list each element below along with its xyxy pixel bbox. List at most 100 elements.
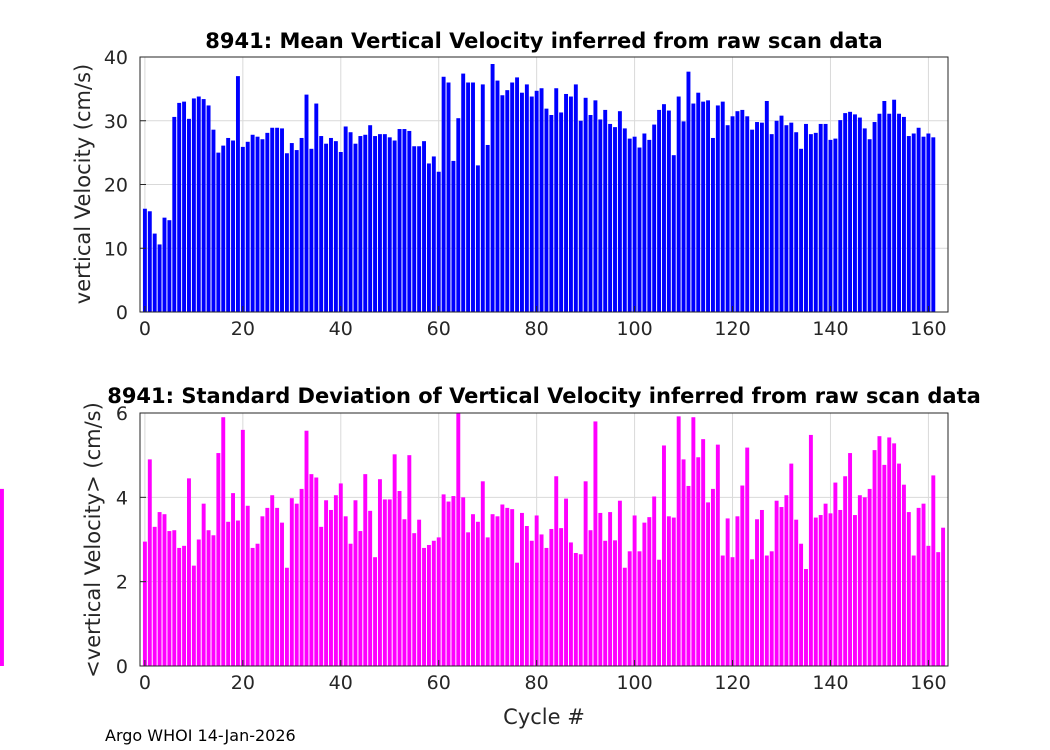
std-velocity-bar (877, 436, 882, 666)
std-velocity-bar (622, 567, 627, 666)
std-velocity-bar (284, 567, 289, 666)
std-velocity-bar (338, 483, 343, 666)
mean-velocity-bar (921, 136, 926, 312)
std-velocity-bar (255, 543, 260, 666)
std-velocity-bar (529, 540, 534, 666)
mean-velocity-y-tick-label: 0 (116, 302, 128, 324)
mean-velocity-bar (152, 233, 157, 312)
mean-velocity-bar (520, 92, 524, 312)
mean-velocity-bar (510, 82, 515, 312)
mean-velocity-bar (877, 113, 882, 313)
mean-velocity-bar (755, 122, 759, 312)
mean-velocity-bar (191, 98, 196, 312)
mean-velocity-bar (750, 129, 755, 312)
std-velocity-bar (769, 551, 774, 666)
std-velocity-bar (759, 509, 764, 666)
std-velocity-bar (211, 535, 216, 666)
std-velocity-bar (603, 540, 608, 666)
mean-velocity-bar (162, 217, 167, 312)
mean-velocity-x-tick-label: 100 (616, 318, 652, 340)
std-velocity-bar (358, 531, 363, 666)
std-velocity-bar (652, 496, 657, 666)
mean-velocity-bar (808, 134, 813, 312)
std-velocity-bar (828, 513, 833, 666)
std-velocity-bar (417, 519, 422, 666)
mean-velocity-bar (363, 134, 368, 312)
std-velocity-x-tick-label: 120 (714, 672, 750, 694)
std-velocity-bar (632, 515, 637, 666)
std-velocity-bar (681, 459, 686, 666)
mean-velocity-bar (706, 100, 711, 312)
std-velocity-bar (588, 530, 593, 666)
mean-velocity-bar (926, 133, 931, 312)
std-velocity-bar (857, 495, 862, 666)
std-velocity-bar (745, 447, 750, 666)
std-velocity-bar (936, 552, 941, 666)
std-velocity-bar (804, 569, 808, 666)
std-velocity-bar (593, 421, 598, 666)
std-velocity-bar (544, 547, 549, 666)
mean-velocity-bar (343, 126, 348, 313)
std-velocity-bar (235, 520, 240, 666)
mean-velocity-bars (142, 64, 936, 313)
mean-velocity-bar (554, 88, 559, 313)
std-velocity-x-tick-label: 80 (525, 672, 549, 694)
mean-velocity-bar (250, 134, 255, 312)
std-velocity-bar (735, 516, 740, 666)
mean-velocity-bar (324, 143, 329, 312)
std-velocity-bar (578, 554, 583, 666)
mean-velocity-bar (402, 129, 407, 312)
mean-velocity-bar (329, 137, 333, 312)
std-velocity-bar (152, 526, 157, 666)
std-velocity-bar (608, 512, 613, 666)
mean-velocity-bar (578, 120, 583, 312)
mean-velocity-bar (529, 96, 534, 312)
std-velocity-bar (353, 500, 358, 666)
mean-velocity-bar (789, 122, 794, 312)
mean-velocity-bar (769, 134, 774, 312)
std-velocity-x-tick-label: 0 (139, 672, 151, 694)
std-velocity-bar (387, 499, 392, 666)
std-velocity-bar (520, 512, 524, 666)
std-velocity-bar (666, 516, 671, 666)
mean-velocity-bar (417, 146, 422, 312)
mean-velocity-bar (715, 105, 720, 312)
mean-velocity-bar (593, 100, 598, 312)
std-velocity-bar (191, 565, 196, 666)
mean-velocity-x-tick-label: 160 (910, 318, 946, 340)
mean-velocity-title: 8941: Mean Vertical Velocity inferred fr… (205, 29, 882, 53)
std-velocity-bar (853, 515, 857, 666)
std-velocity-bar (833, 482, 838, 666)
mean-velocity-bar (857, 117, 862, 312)
mean-velocity-bar (627, 138, 632, 312)
std-velocity-bar (662, 445, 666, 666)
std-velocity-bar (314, 477, 319, 666)
mean-velocity-x-tick-label: 140 (812, 318, 848, 340)
std-velocity-bar (897, 463, 901, 666)
std-velocity-bar (319, 526, 324, 666)
std-velocity-chart: 0 20 40 60 80 100 120 140 160 0 2 4 6 8941: Standard… (0, 384, 981, 729)
mean-velocity-bar (823, 123, 828, 312)
mean-velocity-bar (549, 115, 554, 312)
std-velocity-bar (289, 498, 294, 666)
mean-velocity-bar (759, 122, 764, 312)
mean-velocity-bar (539, 88, 544, 313)
std-velocity-bar (750, 559, 755, 666)
std-velocity-bar (407, 455, 412, 666)
std-velocity-x-tick-label: 160 (910, 672, 946, 694)
std-velocity-bar (412, 533, 417, 666)
mean-velocity-bar (534, 90, 539, 312)
std-velocity-bar (813, 517, 818, 666)
mean-velocity-bar (436, 171, 441, 312)
mean-velocity-bar (392, 140, 397, 312)
std-velocity-bar (671, 517, 676, 666)
mean-velocity-bar (304, 94, 309, 312)
std-velocity-bar (304, 430, 309, 666)
mean-velocity-bar (157, 244, 162, 312)
mean-velocity-bar (833, 138, 838, 312)
std-velocity-title: 8941: Standard Deviation of Vertical Vel… (107, 384, 981, 408)
mean-velocity-bar (642, 133, 647, 312)
std-velocity-bar (466, 532, 471, 666)
std-velocity-bar (250, 547, 255, 666)
